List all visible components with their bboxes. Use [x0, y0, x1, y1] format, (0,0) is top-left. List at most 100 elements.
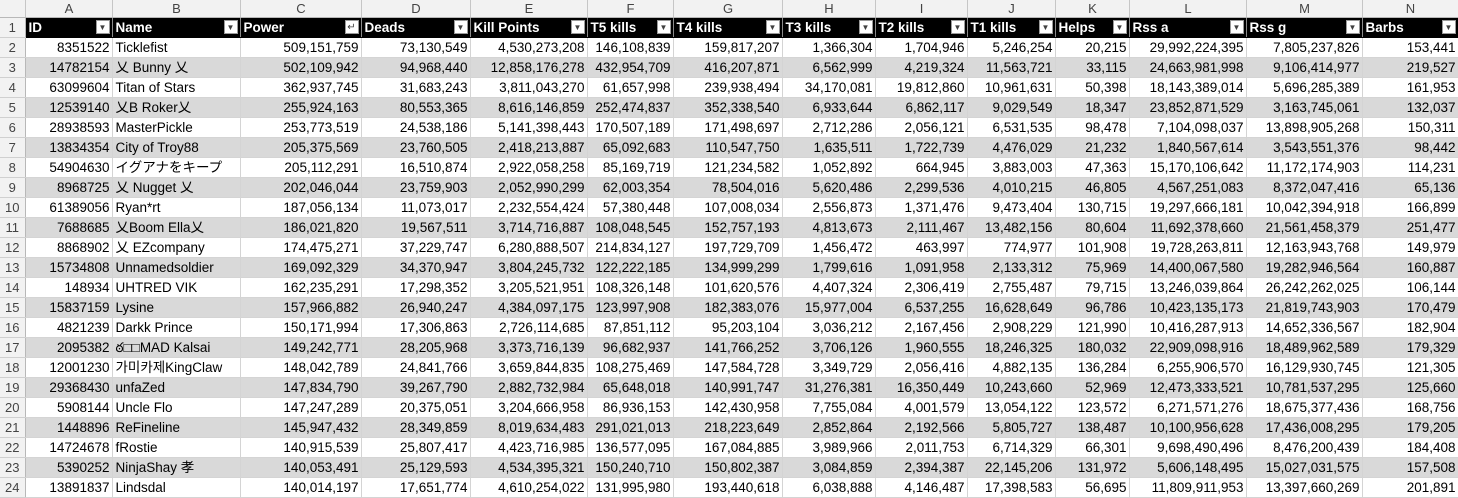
- value-cell[interactable]: 3,205,521,951: [470, 277, 588, 298]
- value-cell[interactable]: 34,170,081: [782, 77, 876, 98]
- value-cell[interactable]: 1,840,567,614: [1129, 137, 1247, 158]
- name-cell[interactable]: 乂 Nugget 乂: [112, 177, 241, 198]
- value-cell[interactable]: 11,563,721: [967, 57, 1056, 78]
- name-cell[interactable]: Darkk Prince: [112, 317, 241, 338]
- id-cell[interactable]: 61389056: [25, 197, 113, 218]
- name-cell[interactable]: ఠ□□MAD Kalsai: [112, 337, 241, 358]
- value-cell[interactable]: 179,205: [1362, 417, 1458, 438]
- value-cell[interactable]: 2,056,121: [875, 117, 968, 138]
- row-number[interactable]: 23: [0, 457, 26, 478]
- name-cell[interactable]: fRostie: [112, 437, 241, 458]
- id-cell[interactable]: 13891837: [25, 477, 113, 498]
- value-cell[interactable]: 140,991,747: [673, 377, 783, 398]
- name-cell[interactable]: Titan of Stars: [112, 77, 241, 98]
- value-cell[interactable]: 17,398,583: [967, 477, 1056, 498]
- value-cell[interactable]: 149,242,771: [240, 337, 362, 358]
- filter-dropdown-icon[interactable]: ▼: [95, 20, 110, 34]
- value-cell[interactable]: 96,682,937: [587, 337, 674, 358]
- id-cell[interactable]: 7688685: [25, 217, 113, 238]
- sort-descending-filter-icon[interactable]: ↵: [344, 20, 359, 34]
- value-cell[interactable]: 291,021,013: [587, 417, 674, 438]
- value-cell[interactable]: 4,407,324: [782, 277, 876, 298]
- value-cell[interactable]: 145,947,432: [240, 417, 362, 438]
- value-cell[interactable]: 9,029,549: [967, 97, 1056, 118]
- value-cell[interactable]: 202,046,044: [240, 177, 362, 198]
- value-cell[interactable]: 10,781,537,295: [1246, 377, 1363, 398]
- id-cell[interactable]: 5390252: [25, 457, 113, 478]
- value-cell[interactable]: 774,977: [967, 237, 1056, 258]
- value-cell[interactable]: 11,073,017: [361, 197, 471, 218]
- value-cell[interactable]: 10,042,394,918: [1246, 197, 1363, 218]
- value-cell[interactable]: 101,908: [1055, 237, 1130, 258]
- value-cell[interactable]: 78,504,016: [673, 177, 783, 198]
- value-cell[interactable]: 2,299,536: [875, 177, 968, 198]
- value-cell[interactable]: 140,014,197: [240, 477, 362, 498]
- value-cell[interactable]: 134,999,299: [673, 257, 783, 278]
- value-cell[interactable]: 169,092,329: [240, 257, 362, 278]
- value-cell[interactable]: 28,205,968: [361, 337, 471, 358]
- value-cell[interactable]: 17,306,863: [361, 317, 471, 338]
- value-cell[interactable]: 150,171,994: [240, 317, 362, 338]
- value-cell[interactable]: 17,298,352: [361, 277, 471, 298]
- value-cell[interactable]: 96,786: [1055, 297, 1130, 318]
- value-cell[interactable]: 140,915,539: [240, 437, 362, 458]
- value-cell[interactable]: 171,498,697: [673, 117, 783, 138]
- column-letter-header[interactable]: N: [1362, 0, 1458, 18]
- value-cell[interactable]: 1,704,946: [875, 37, 968, 58]
- value-cell[interactable]: 432,954,709: [587, 57, 674, 78]
- value-cell[interactable]: 50,398: [1055, 77, 1130, 98]
- value-cell[interactable]: 157,508: [1362, 457, 1458, 478]
- value-cell[interactable]: 85,169,719: [587, 157, 674, 178]
- header-cell[interactable]: T4 kills ▼: [673, 17, 783, 38]
- value-cell[interactable]: 10,961,631: [967, 77, 1056, 98]
- value-cell[interactable]: 148,042,789: [240, 357, 362, 378]
- value-cell[interactable]: 21,232: [1055, 137, 1130, 158]
- header-cell[interactable]: ID ▼: [25, 17, 113, 38]
- value-cell[interactable]: 108,326,148: [587, 277, 674, 298]
- value-cell[interactable]: 152,757,193: [673, 217, 783, 238]
- value-cell[interactable]: 75,969: [1055, 257, 1130, 278]
- name-cell[interactable]: 乂B Roker乂: [112, 97, 241, 118]
- value-cell[interactable]: 11,809,911,953: [1129, 477, 1247, 498]
- value-cell[interactable]: 13,054,122: [967, 397, 1056, 418]
- value-cell[interactable]: 1,371,476: [875, 197, 968, 218]
- value-cell[interactable]: 150,311: [1362, 117, 1458, 138]
- column-letter-header[interactable]: M: [1246, 0, 1363, 18]
- row-number[interactable]: 18: [0, 357, 26, 378]
- value-cell[interactable]: 2,167,456: [875, 317, 968, 338]
- row-number[interactable]: 13: [0, 257, 26, 278]
- value-cell[interactable]: 174,475,271: [240, 237, 362, 258]
- value-cell[interactable]: 2,394,387: [875, 457, 968, 478]
- name-cell[interactable]: UHTRED VIK: [112, 277, 241, 298]
- value-cell[interactable]: 8,019,634,483: [470, 417, 588, 438]
- name-cell[interactable]: MasterPickle: [112, 117, 241, 138]
- value-cell[interactable]: 23,759,903: [361, 177, 471, 198]
- value-cell[interactable]: 6,862,117: [875, 97, 968, 118]
- value-cell[interactable]: 47,363: [1055, 157, 1130, 178]
- value-cell[interactable]: 3,349,729: [782, 357, 876, 378]
- value-cell[interactable]: 19,282,946,564: [1246, 257, 1363, 278]
- column-letter-header[interactable]: H: [782, 0, 876, 18]
- name-cell[interactable]: 乂 EZcompany: [112, 237, 241, 258]
- value-cell[interactable]: 509,151,759: [240, 37, 362, 58]
- value-cell[interactable]: 2,052,990,299: [470, 177, 588, 198]
- value-cell[interactable]: 3,204,666,958: [470, 397, 588, 418]
- id-cell[interactable]: 29368430: [25, 377, 113, 398]
- value-cell[interactable]: 4,610,254,022: [470, 477, 588, 498]
- value-cell[interactable]: 5,805,727: [967, 417, 1056, 438]
- header-cell[interactable]: T5 kills ▼: [587, 17, 674, 38]
- id-cell[interactable]: 12539140: [25, 97, 113, 118]
- row-number[interactable]: 3: [0, 57, 26, 78]
- value-cell[interactable]: 5,141,398,443: [470, 117, 588, 138]
- value-cell[interactable]: 26,940,247: [361, 297, 471, 318]
- filter-dropdown-icon[interactable]: ▼: [858, 20, 873, 34]
- name-cell[interactable]: ReFineline: [112, 417, 241, 438]
- value-cell[interactable]: 153,441: [1362, 37, 1458, 58]
- filter-dropdown-icon[interactable]: ▼: [656, 20, 671, 34]
- value-cell[interactable]: 11,172,174,903: [1246, 157, 1363, 178]
- value-cell[interactable]: 131,972: [1055, 457, 1130, 478]
- value-cell[interactable]: 9,473,404: [967, 197, 1056, 218]
- value-cell[interactable]: 10,416,287,913: [1129, 317, 1247, 338]
- value-cell[interactable]: 4,001,579: [875, 397, 968, 418]
- value-cell[interactable]: 352,338,540: [673, 97, 783, 118]
